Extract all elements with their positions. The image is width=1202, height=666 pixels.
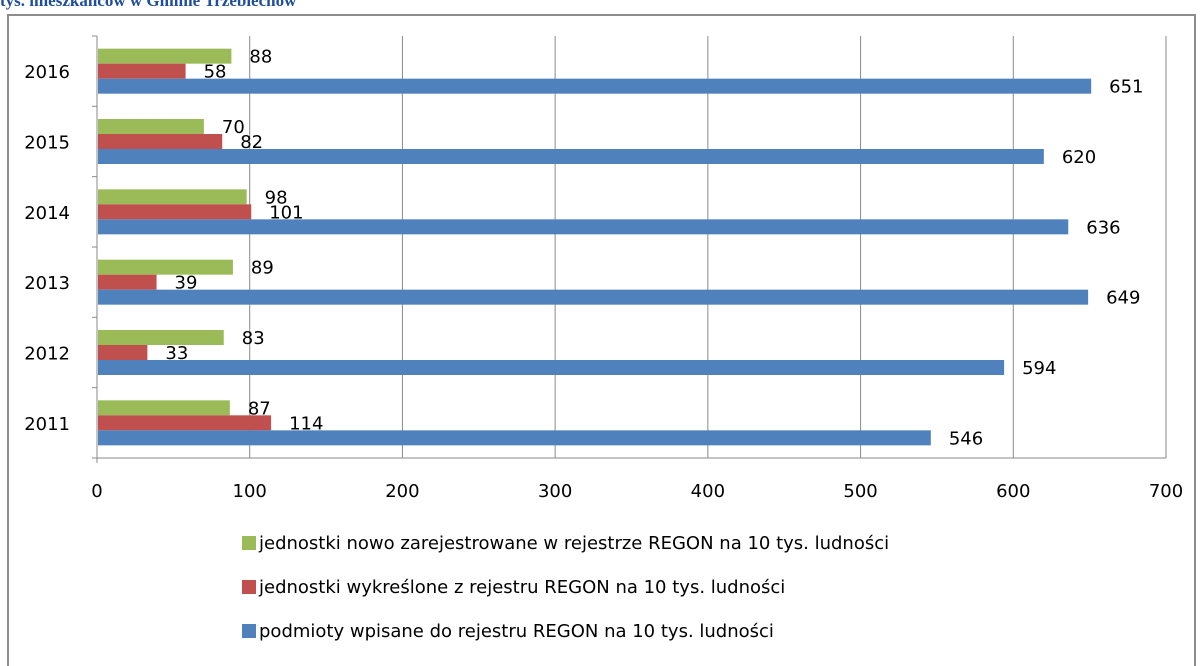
bar	[98, 415, 272, 431]
bar	[98, 289, 1089, 305]
x-tick-label: 0	[91, 481, 102, 502]
data-label: 33	[165, 343, 188, 364]
y-category-label: 2013	[24, 273, 70, 294]
bar	[98, 189, 247, 205]
data-label: 649	[1106, 288, 1140, 309]
data-label: 82	[240, 132, 263, 153]
bar	[98, 430, 931, 446]
data-label: 98	[265, 187, 288, 208]
bar	[98, 219, 1069, 235]
y-category-label: 2011	[24, 414, 70, 435]
data-label: 70	[222, 117, 245, 138]
bar	[98, 119, 204, 134]
data-label: 651	[1109, 77, 1143, 98]
x-tick-label: 200	[385, 481, 419, 502]
x-tick-label: 600	[996, 481, 1030, 502]
chart-caption: tys. mieszkańców w Gminie Trzebiechów	[0, 0, 297, 10]
data-label: 594	[1022, 358, 1056, 379]
bar	[98, 274, 157, 290]
chart-frame	[7, 14, 1196, 666]
legend-entry: podmioty wpisane do rejestru REGON na 10…	[259, 621, 774, 642]
legend-entry: jednostki nowo zarejestrowane w rejestrz…	[258, 533, 889, 554]
data-label: 39	[175, 273, 198, 294]
bar	[98, 204, 252, 220]
data-label: 89	[251, 258, 274, 279]
bar	[98, 259, 233, 275]
data-label: 636	[1086, 217, 1120, 238]
bar	[98, 134, 223, 149]
bar	[98, 330, 224, 345]
data-label: 83	[242, 328, 265, 349]
x-tick-label: 400	[691, 481, 725, 502]
x-tick-label: 700	[1149, 481, 1183, 502]
bar	[98, 63, 186, 79]
x-tick-label: 500	[843, 481, 877, 502]
y-category-label: 2016	[24, 62, 70, 83]
y-category-label: 2015	[24, 133, 70, 154]
data-label: 58	[204, 62, 227, 83]
bar	[98, 345, 148, 360]
data-label: 620	[1062, 147, 1096, 168]
bar	[98, 400, 230, 416]
y-category-label: 2012	[24, 344, 70, 365]
y-category-label: 2014	[24, 203, 70, 224]
bar	[98, 78, 1092, 94]
legend-entry: jednostki wykreślone z rejestru REGON na…	[258, 577, 785, 598]
data-label: 101	[269, 202, 303, 223]
bar	[98, 48, 232, 64]
bar	[98, 149, 1044, 164]
bar	[98, 360, 1005, 375]
data-label: 88	[249, 47, 272, 68]
data-label: 114	[289, 413, 323, 434]
legend-swatch	[242, 536, 256, 550]
x-tick-label: 300	[538, 481, 572, 502]
legend-swatch	[242, 624, 256, 638]
legend-swatch	[242, 580, 256, 594]
data-label: 546	[949, 428, 983, 449]
data-label: 87	[248, 398, 271, 419]
x-tick-label: 100	[233, 481, 267, 502]
